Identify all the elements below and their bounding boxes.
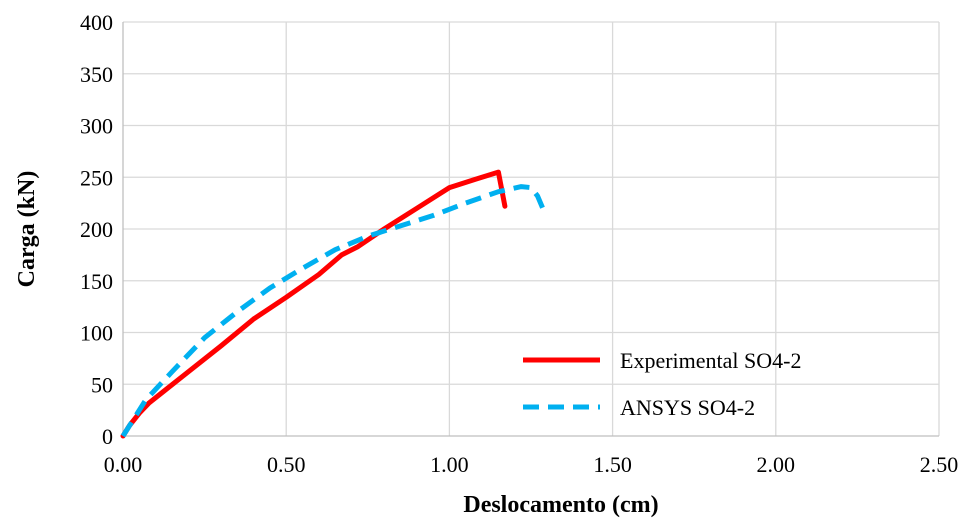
x-tick-label: 0.50 bbox=[267, 452, 306, 477]
y-tick-label: 300 bbox=[80, 114, 113, 139]
grid bbox=[123, 21, 940, 436]
y-tick-label: 150 bbox=[80, 269, 113, 294]
legend: Experimental SO4-2 ANSYS SO4-2 bbox=[523, 348, 801, 420]
y-tick-label: 350 bbox=[80, 62, 113, 87]
legend-label-experimental: Experimental SO4-2 bbox=[620, 348, 801, 373]
series-line-experimental bbox=[120, 169, 508, 439]
series-line-ansys bbox=[120, 184, 547, 438]
y-tick-label: 0 bbox=[102, 424, 113, 449]
y-tick-label: 400 bbox=[80, 10, 113, 35]
y-tick-label: 250 bbox=[80, 165, 113, 190]
x-tick-label: 2.00 bbox=[757, 452, 796, 477]
axes bbox=[122, 22, 939, 437]
y-axis-title: Carga (kN) bbox=[14, 171, 40, 288]
y-tick-label: 200 bbox=[80, 217, 113, 242]
x-axis-title: Deslocamento (cm) bbox=[463, 492, 658, 518]
x-tick-label: 2.50 bbox=[920, 452, 959, 477]
x-tick-label: 0.00 bbox=[104, 452, 143, 477]
legend-label-ansys: ANSYS SO4-2 bbox=[620, 395, 755, 420]
y-tick-label: 100 bbox=[80, 321, 113, 346]
plot-area bbox=[120, 169, 547, 439]
y-tick-label: 50 bbox=[91, 372, 113, 397]
x-tick-label: 1.50 bbox=[593, 452, 632, 477]
tick-labels: 0 50 100 150 200 250 300 350 400 0.00 0.50 1.00 1.50… bbox=[80, 10, 958, 477]
x-tick-label: 1.00 bbox=[430, 452, 469, 477]
